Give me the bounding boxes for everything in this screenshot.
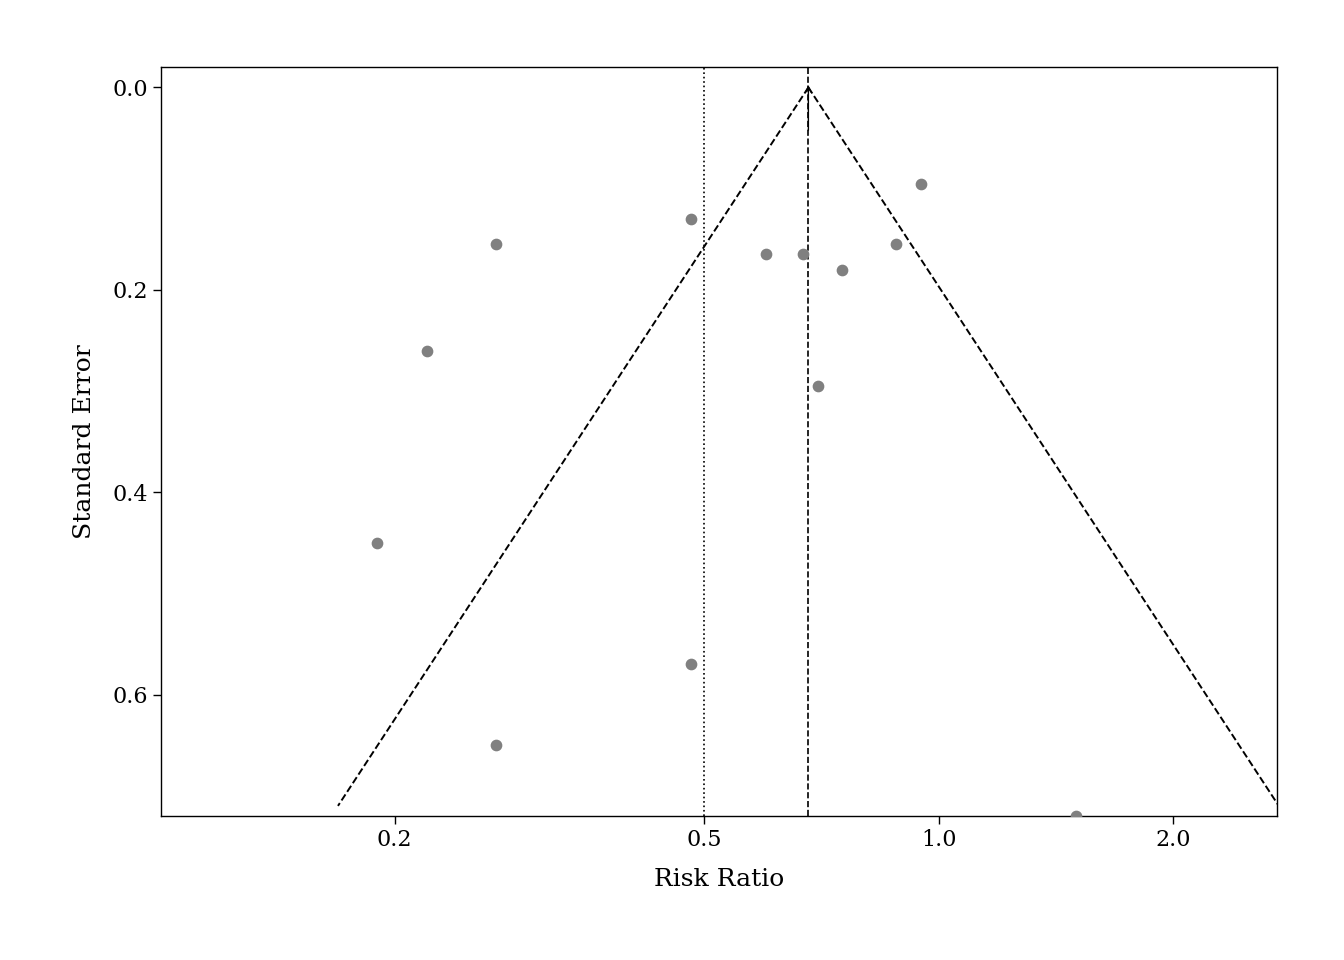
Y-axis label: Standard Error: Standard Error xyxy=(73,345,95,539)
Point xyxy=(1064,808,1086,824)
Point xyxy=(485,236,507,252)
Point xyxy=(831,262,852,277)
Point xyxy=(808,378,829,394)
Point xyxy=(485,737,507,753)
Point xyxy=(680,211,702,227)
Point xyxy=(367,535,388,550)
Point xyxy=(417,343,438,358)
Point xyxy=(680,657,702,672)
Point xyxy=(755,247,777,262)
X-axis label: Risk Ratio: Risk Ratio xyxy=(655,868,784,891)
Point xyxy=(793,247,814,262)
Point xyxy=(911,176,933,191)
Point xyxy=(884,236,906,252)
